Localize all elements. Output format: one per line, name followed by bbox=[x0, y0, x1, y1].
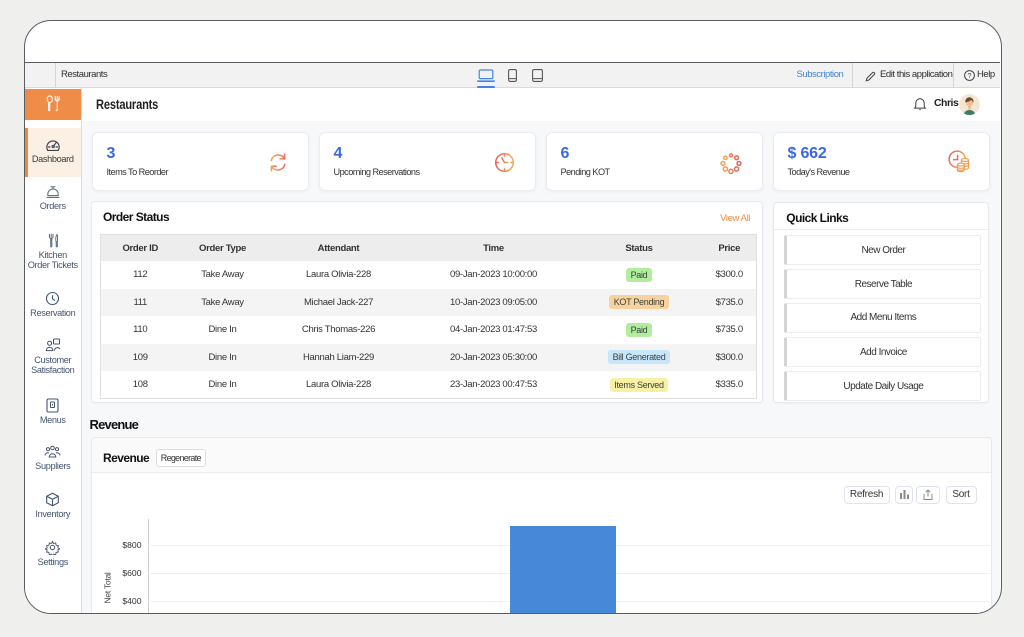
svg-text:?: ? bbox=[967, 73, 971, 80]
